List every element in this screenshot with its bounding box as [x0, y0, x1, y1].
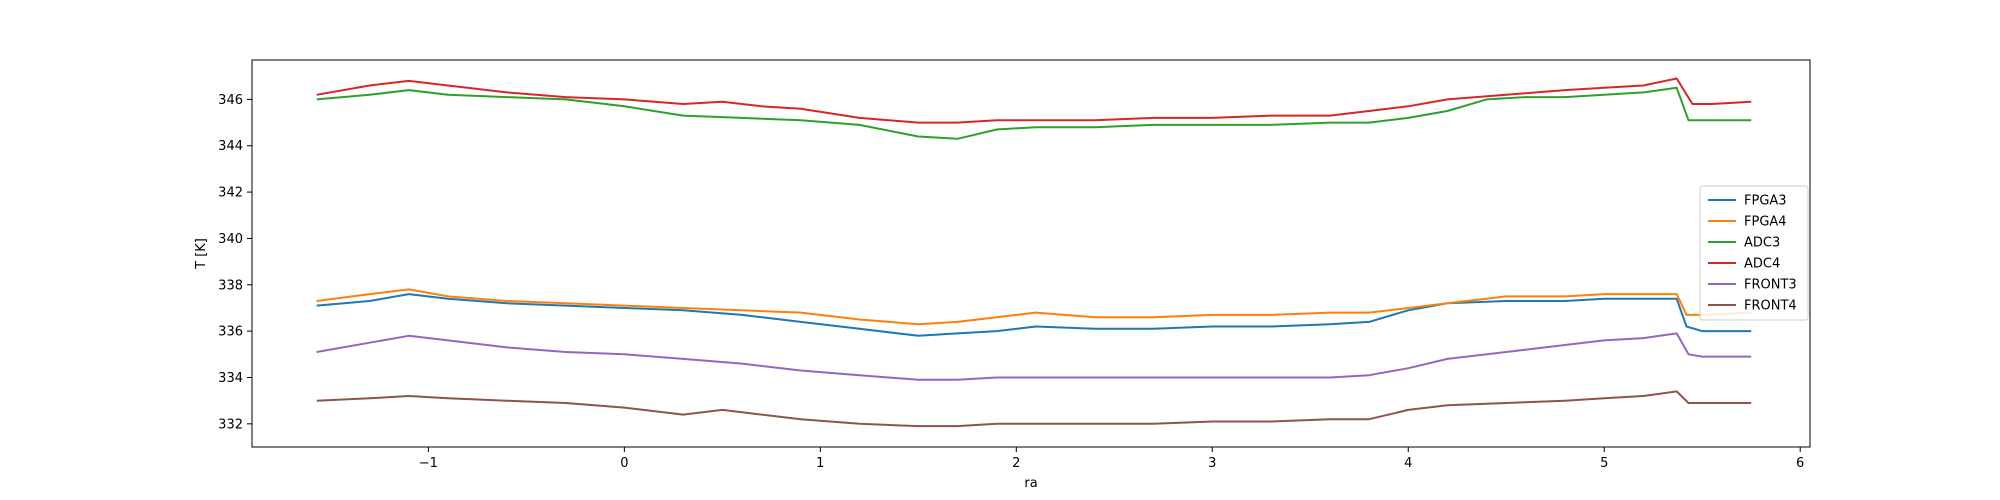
x-tick-label: 4 — [1404, 456, 1412, 471]
legend-label: FPGA3 — [1744, 194, 1787, 209]
series-layer — [316, 77, 1752, 428]
x-axis-label: ra — [1024, 476, 1037, 491]
y-axis: 332 334 336 338 340 342 344 346 — [218, 93, 252, 432]
series-line-fpga3 — [316, 293, 1752, 337]
legend-label: FRONT4 — [1744, 299, 1797, 314]
x-tick-label: −1 — [419, 456, 438, 471]
plot-frame — [251, 59, 1811, 448]
series-line-adc4 — [316, 77, 1752, 124]
legend-box — [1699, 185, 1809, 321]
series-line-adc3 — [316, 86, 1752, 140]
y-tick-label: 338 — [218, 278, 243, 293]
y-axis-label: T [K] — [194, 238, 209, 270]
legend: FPGA3 FPGA4 ADC3 ADC4 FRONT3 FRONT4 — [1699, 185, 1809, 321]
x-axis: −1 0 1 2 3 4 5 6 — [419, 447, 1804, 471]
y-tick-label: 346 — [218, 93, 243, 108]
y-tick-label: 340 — [218, 232, 243, 247]
x-tick-label: 6 — [1796, 456, 1804, 471]
series-line-fpga4 — [316, 288, 1752, 326]
x-tick-label: 1 — [816, 456, 824, 471]
x-tick-label: 5 — [1600, 456, 1608, 471]
y-tick-label: 344 — [218, 139, 243, 154]
y-tick-label: 342 — [218, 186, 243, 201]
series-line-front4 — [316, 390, 1752, 428]
legend-label: ADC3 — [1744, 236, 1780, 251]
x-tick-label: 3 — [1208, 456, 1216, 471]
y-tick-label: 336 — [218, 325, 243, 340]
x-tick-label: 2 — [1012, 456, 1020, 471]
y-tick-label: 332 — [218, 417, 243, 432]
legend-label: FPGA4 — [1744, 215, 1787, 230]
x-tick-label: 0 — [620, 456, 628, 471]
series-line-front3 — [316, 332, 1752, 381]
legend-label: FRONT3 — [1744, 278, 1797, 293]
y-tick-label: 334 — [218, 371, 243, 386]
legend-label: ADC4 — [1744, 257, 1780, 272]
